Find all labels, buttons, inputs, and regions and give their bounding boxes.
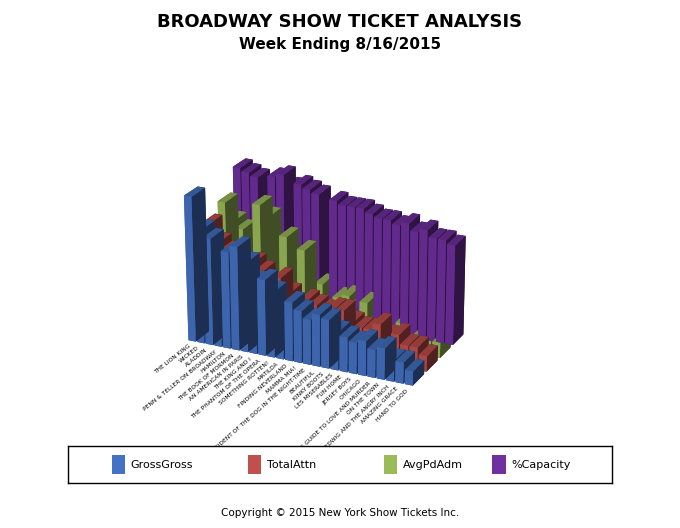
Bar [248, 455, 261, 474]
Text: BROADWAY SHOW TICKET ANALYSIS: BROADWAY SHOW TICKET ANALYSIS [158, 13, 522, 31]
Bar [492, 455, 506, 474]
Text: %Capacity: %Capacity [511, 460, 571, 469]
Bar [384, 455, 397, 474]
Text: GrossGross: GrossGross [131, 460, 193, 469]
Text: Copyright © 2015 New York Show Tickets Inc.: Copyright © 2015 New York Show Tickets I… [221, 508, 459, 518]
Text: TotalAttn: TotalAttn [267, 460, 316, 469]
Text: AvgPdAdm: AvgPdAdm [403, 460, 462, 469]
Text: Week Ending 8/16/2015: Week Ending 8/16/2015 [239, 37, 441, 52]
Bar [112, 455, 125, 474]
